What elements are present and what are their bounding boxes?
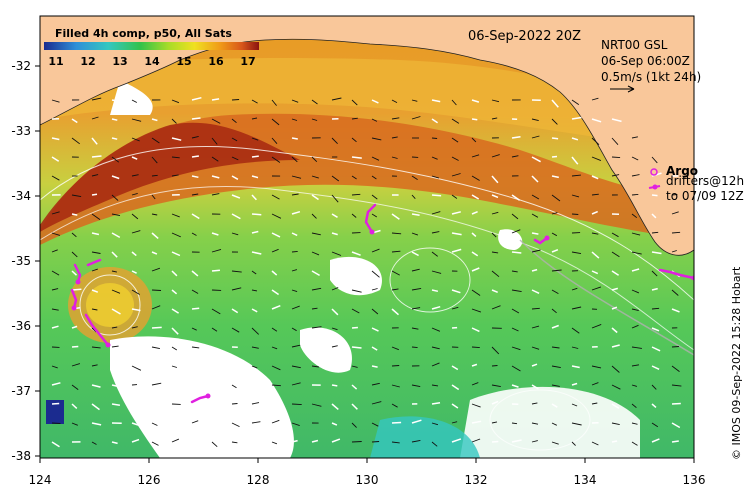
vector-arrow: [72, 289, 81, 290]
vector-arrow: [432, 138, 437, 139]
vector-arrow: [92, 156, 102, 157]
drifters-label-2: to 07/09 12Z: [666, 189, 744, 203]
vector-arrow: [472, 119, 477, 120]
drifters-label-1: drifters@12h: [666, 174, 744, 188]
vector-arrow: [232, 404, 238, 405]
colorbar-tick-label: 11: [48, 55, 63, 68]
drifter-marker: [653, 185, 658, 190]
vector-arrow: [612, 157, 620, 158]
vector-arrow: [372, 442, 379, 443]
colorbar-tick-label: 17: [240, 55, 255, 68]
vector-arrow: [212, 270, 220, 271]
colorbar-tick-label: 12: [80, 55, 95, 68]
info-line-2: 06-Sep 06:00Z: [601, 54, 690, 68]
colorbar: [44, 42, 259, 50]
colorbar-title: Filled 4h comp, p50, All Sats: [55, 27, 232, 40]
vector-arrow: [652, 195, 658, 196]
vector-arrow: [332, 385, 337, 386]
colorbar-tick-label: 16: [208, 55, 224, 68]
vector-arrow: [112, 365, 118, 366]
vector-arrow: [432, 195, 441, 196]
y-tick-label: -32: [11, 59, 31, 73]
vector-arrow: [492, 442, 498, 443]
x-tick-label: 132: [465, 473, 488, 487]
vector-arrow: [552, 157, 557, 158]
vector-arrow: [352, 442, 362, 443]
vector-arrow: [252, 214, 261, 215]
eddy-core: [86, 283, 134, 327]
drifter-point: [106, 343, 111, 348]
vector-arrow: [72, 347, 78, 348]
vector-arrow: [632, 194, 638, 195]
vector-arrow: [492, 366, 498, 367]
y-tick-label: -38: [11, 449, 31, 463]
map-area: [40, 16, 697, 458]
vector-arrow: [672, 347, 679, 348]
info-line-3: 0.5m/s (1kt 24h): [601, 70, 701, 84]
vector-arrow: [52, 423, 60, 424]
x-tick-label: 136: [683, 473, 706, 487]
vector-arrow: [92, 194, 97, 195]
vector-arrow: [352, 270, 361, 271]
y-tick-label: -36: [11, 319, 31, 333]
x-tick-label: 126: [138, 473, 161, 487]
vector-arrow: [152, 290, 161, 291]
vector-arrow: [252, 156, 259, 157]
y-tick-label: -37: [11, 384, 31, 398]
y-tick-label: -35: [11, 254, 31, 268]
vector-arrow: [412, 347, 418, 348]
drifter-point: [206, 394, 211, 399]
vector-arrow: [672, 404, 681, 405]
map-date: 06-Sep-2022 20Z: [468, 29, 581, 44]
x-tick-label: 130: [356, 473, 379, 487]
y-tick-label: -34: [11, 189, 31, 203]
vector-arrow: [192, 156, 199, 157]
x-tick-label: 128: [247, 473, 270, 487]
vector-arrow: [552, 138, 558, 139]
credit: © IMOS 09-Sep-2022 15:28 Hobart: [730, 266, 743, 460]
vector-arrow: [512, 252, 521, 253]
x-tick-label: 134: [574, 473, 597, 487]
vector-arrow: [152, 327, 162, 328]
colorbar-tick-label: 14: [144, 55, 160, 68]
vector-arrow: [612, 441, 617, 442]
vector-arrow: [672, 441, 679, 442]
y-axis: -32 -33 -34 -35 -36 -37 -38: [11, 59, 40, 463]
vector-arrow: [572, 214, 578, 215]
colorbar-tick-label: 13: [112, 55, 127, 68]
drifter-point: [76, 280, 81, 285]
vector-arrow: [352, 347, 362, 348]
drifter-point: [72, 306, 77, 311]
vector-arrow: [292, 138, 298, 139]
vector-arrow: [352, 328, 358, 329]
vector-arrow: [192, 308, 199, 309]
vector-arrow: [232, 100, 239, 101]
drifter-point: [545, 236, 550, 241]
vector-arrow: [292, 404, 302, 405]
colorbar-tick-label: 15: [176, 55, 191, 68]
vector-arrow: [52, 404, 59, 405]
drifter-point: [370, 230, 375, 235]
x-axis: 124 126 128 130 132 134 136: [29, 458, 706, 487]
vector-arrow: [292, 251, 298, 252]
y-tick-label: -33: [11, 124, 31, 138]
vector-arrow: [192, 118, 201, 119]
x-tick-label: 124: [29, 473, 52, 487]
vector-arrow: [392, 366, 399, 367]
vector-arrow: [472, 347, 480, 348]
info-line-1: NRT00 GSL: [601, 38, 668, 52]
vector-arrow: [392, 423, 401, 424]
